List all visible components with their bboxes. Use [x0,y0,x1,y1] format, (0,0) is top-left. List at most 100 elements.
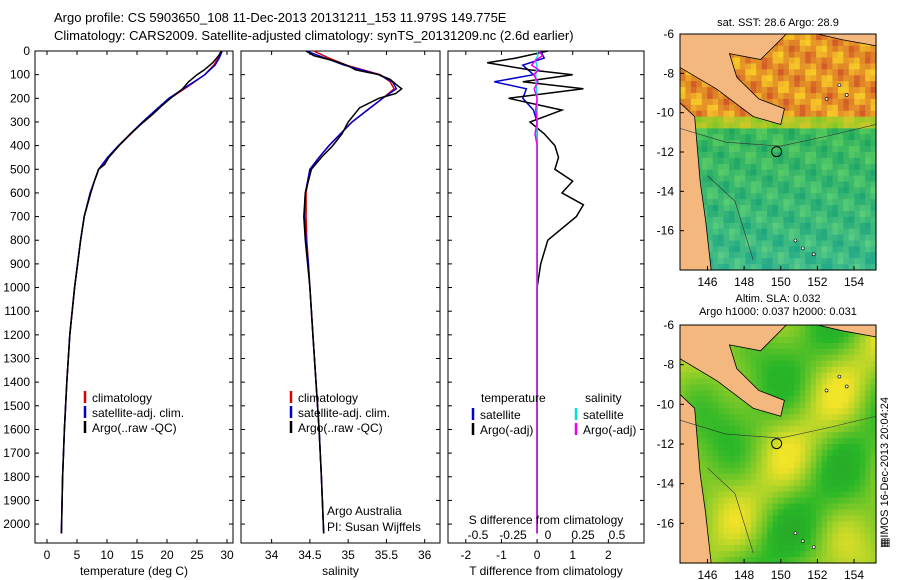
panel-salinity: 34 34.5 35 35.5 36 salinity [240,50,441,578]
depth-tick-label: 1200 [3,328,30,342]
legend-label: Argo(..raw -QC) [298,421,383,435]
annotation-text: Argo Australia [327,504,402,518]
x-tick-label: -2 [460,548,471,562]
sla-map-subtitle: Argo h1000: 0.037 h2000: 0.031 [699,306,857,318]
map-x-tick-label: 146 [697,275,717,289]
map-y-tick-label: -6 [663,27,674,41]
depth-tick-label: 900 [10,257,30,271]
x-tick-label: 5 [74,548,81,562]
map-x-tick-label: 148 [734,275,754,289]
legend-label: satellite-adj. clim. [92,406,184,420]
x-tick-label: 35.5 [375,548,399,562]
island-icon [793,238,798,243]
island-icon [811,545,816,549]
x-axis-label-difference: T difference from climatology [469,564,623,578]
depth-tick-label: 1300 [3,352,30,366]
legend-label: climatology [298,391,358,405]
series-line-salinity-argo-adj- [530,50,544,534]
map-x-tick-label: 154 [844,568,864,580]
map-y-tick-label: -12 [657,437,675,451]
argo-position-marker [771,146,783,158]
plot-title-line2: Climatology: CARS2009. Satellite-adjuste… [54,28,574,43]
depth-tick-label: 200 [10,91,30,105]
map-x-tick-label: 150 [771,568,791,580]
land-new-guinea [679,33,788,125]
imos-logo-icon: ▦ [879,537,891,548]
depth-tick-label: 1000 [3,281,30,295]
top-x-tick-label: 0 [545,528,552,542]
x-tick-label: 15 [130,548,144,562]
map-y-tick-label: -14 [657,184,675,198]
map-x-tick-label: 154 [844,275,864,289]
x-tick-label: 34.5 [298,548,322,562]
bathymetry-contour [679,124,877,147]
island-icon [793,531,798,536]
legend-label: satellite-adj. clim. [298,406,390,420]
panel-temperature: 0100200300400500600700800900100011001200… [3,44,234,578]
legend-title-salinity: salinity [585,391,622,405]
legend-label: Argo(-adj) [480,423,533,437]
legend-label: climatology [92,391,152,405]
depth-tick-label: 700 [10,210,30,224]
depth-tick-label: 0 [23,44,30,58]
island-icon [811,252,816,257]
depth-tick-label: 100 [10,68,30,82]
x-tick-label: 0 [534,548,541,562]
x-tick-label: 34 [265,548,279,562]
depth-tick-label: 400 [10,139,30,153]
island-icon [844,384,849,389]
map-x-tick-label: 150 [771,275,791,289]
bathymetry-contour [679,415,877,439]
imos-timestamp-text: IMOS 16-Dec-2013 20:04:24 [879,396,891,538]
depth-tick-label: 1700 [3,446,30,460]
island-icon [837,374,842,379]
island-icon [844,93,849,97]
panel-frame-salinity [240,50,441,544]
map-y-tick-label: -10 [657,397,675,411]
map-y-tick-label: -8 [663,358,674,372]
map-y-tick-label: -8 [663,66,674,80]
legend-label: satellite [583,408,624,422]
series-line-temperature-argo-adj- [487,50,585,534]
argo-position-marker [771,438,783,450]
island-icon [824,97,829,101]
legend-label: Argo(-adj) [583,423,636,437]
x-tick-label: 20 [160,548,174,562]
x-tick-label: 10 [100,548,114,562]
series-line-argo-raw-qc- [60,50,223,534]
depth-tick-label: 1800 [3,470,30,484]
top-x-tick-label: 0.25 [571,528,595,542]
map-x-tick-label: 152 [807,275,827,289]
land-new-guinea [679,324,788,417]
panel-frame-difference [447,50,645,544]
bathymetry-contour [707,467,754,554]
map-y-tick-label: -14 [657,477,675,491]
legend-title-temperature: temperature [481,391,546,405]
bathymetry-contour [707,175,754,261]
panel-frame-temperature [34,50,234,544]
sst-map-title: sat. SST: 28.6 Argo: 28.9 [717,17,839,29]
series-line-argo-raw-qc- [303,50,403,534]
top-x-tick-label: -0.25 [499,528,527,542]
map-y-tick-label: -16 [657,224,675,238]
map-sla: -6 -8 -10 -12 -14 -16 146 148 150 152 154 [657,318,877,580]
map-y-tick-label: -10 [657,106,675,120]
map-x-tick-label: 148 [734,568,754,580]
depth-tick-label: 1500 [3,399,30,413]
depth-tick-label: 1900 [3,493,30,507]
depth-tick-label: 2000 [3,517,30,531]
map-y-tick-label: -12 [657,145,675,159]
annotation-text: PI: Susan Wijffels [327,520,421,534]
x-tick-label: 2 [605,548,612,562]
depth-tick-label: 1100 [4,304,30,318]
top-x-axis-label: S difference from climatology [469,513,624,527]
top-x-tick-label: -0.5 [468,528,489,542]
x-tick-label: 1 [569,548,576,562]
map-x-tick-label: 146 [697,568,717,580]
island-icon [800,246,805,251]
depth-tick-label: 800 [10,233,30,247]
legend-label: satellite [480,408,521,422]
x-axis-label-salinity: salinity [322,564,359,578]
depth-tick-label: 300 [10,115,30,129]
